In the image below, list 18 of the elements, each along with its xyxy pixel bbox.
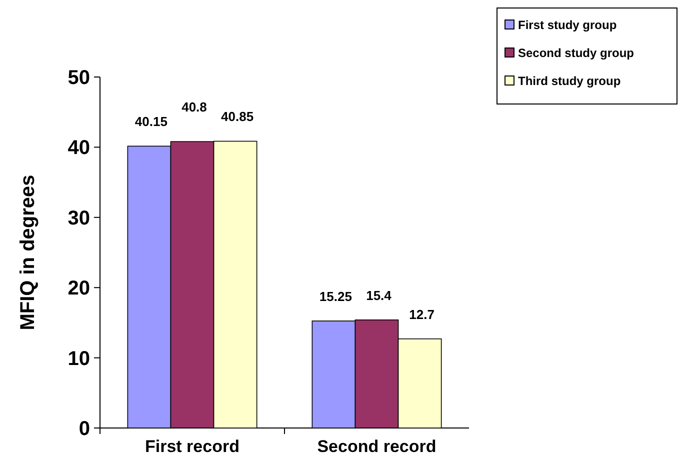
data-label: 40.8 [182, 100, 207, 115]
data-label: 15.4 [366, 288, 392, 303]
legend-label: Second study group [518, 46, 634, 60]
y-axis-title: MFIQ in degrees [17, 174, 39, 330]
y-tick-label: 0 [78, 418, 90, 440]
x-tick-label: First record [145, 437, 240, 456]
y-tick-label: 50 [68, 67, 90, 89]
y-tick-label: 10 [68, 348, 90, 370]
data-label: 12.7 [409, 306, 434, 322]
y-tick-label: 20 [68, 278, 90, 300]
y-tick-label: 30 [68, 207, 90, 230]
y-tick-label: 40 [68, 137, 90, 160]
legend-label: Third study group [518, 74, 621, 88]
data-label: 40.85 [221, 109, 254, 124]
legend-label: First study group [518, 18, 617, 32]
data-label: 40.15 [134, 114, 168, 130]
x-tick-label: Second record [317, 437, 436, 456]
data-label: 15.25 [319, 288, 352, 304]
